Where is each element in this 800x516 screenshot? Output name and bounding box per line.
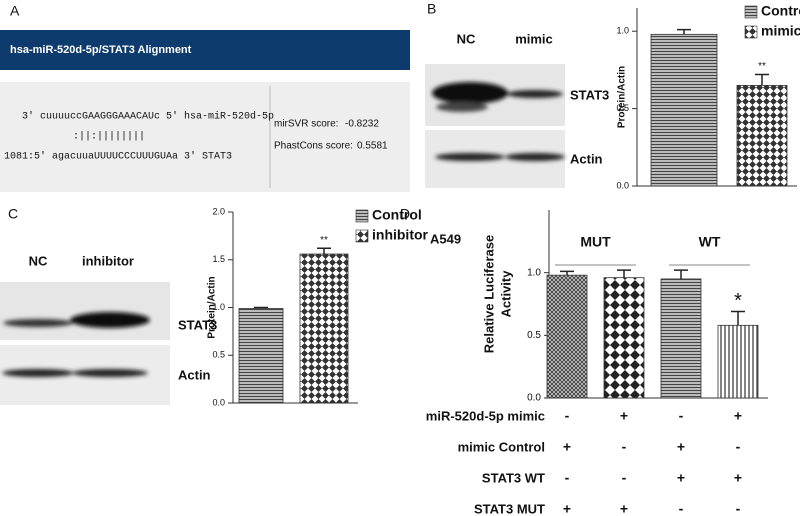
score-value: -0.8232 — [345, 119, 379, 130]
condition-cell: + — [563, 439, 571, 455]
error-bar — [755, 73, 769, 86]
legend-swatch — [744, 5, 758, 19]
error-bar — [617, 269, 631, 278]
lane-label: inhibitor — [82, 253, 134, 268]
group-label: MUT — [580, 234, 611, 250]
error-bar — [560, 270, 574, 276]
significance: ** — [758, 61, 766, 72]
bar — [717, 324, 759, 399]
alignment-line: 3' cuuuuccGAAGGGAAACAUc 5' hsa-miR-520d-… — [22, 111, 274, 123]
y-tick-label: 0.0 — [212, 397, 225, 407]
error-bar — [674, 269, 688, 279]
blot-bands — [2, 312, 150, 377]
score-value: 0.5581 — [357, 141, 388, 152]
lane-label: NC — [29, 253, 48, 268]
condition-cell: - — [565, 470, 570, 486]
bar — [736, 84, 788, 187]
legend-swatch — [355, 209, 369, 223]
significance: ** — [320, 235, 328, 246]
alignment-title: hsa-miR-520d-5p/STAT3 Alignment — [10, 44, 192, 56]
condition-cell: - — [622, 439, 627, 455]
bar — [546, 274, 588, 399]
legend-swatch — [744, 25, 758, 39]
y-axis-label: Protein/Actin — [207, 276, 218, 338]
cell-line: A549 — [430, 231, 461, 246]
score-label: PhastCons score: — [274, 141, 353, 152]
blot-bands — [432, 82, 565, 161]
y-tick-label: 1.5 — [212, 254, 225, 264]
alignment-header — [0, 30, 410, 70]
condition-cell: + — [677, 439, 685, 455]
legend-label: mimic — [761, 23, 800, 39]
alignment-box — [0, 82, 410, 192]
condition-cell: + — [620, 501, 628, 516]
y-tick-label: 0.5 — [527, 330, 541, 341]
alignment-line: 1081:5' agacuuaUUUUCCCUUUGUAa 3' STAT3 — [4, 151, 232, 163]
bar — [603, 277, 645, 399]
condition-cell: - — [622, 470, 627, 486]
legend-swatch — [355, 229, 369, 243]
condition-cell: + — [620, 408, 628, 424]
y-tick-label: 0.5 — [212, 350, 225, 360]
error-bar — [677, 28, 691, 35]
error-bar — [254, 306, 268, 309]
error-bar — [731, 310, 745, 326]
legend-label: inhibitor — [372, 227, 429, 243]
y-tick-label: 0.0 — [616, 180, 629, 190]
bar — [650, 33, 718, 187]
lane-label: mimic — [515, 31, 553, 46]
y-axis-label: Activity — [498, 270, 513, 318]
y-tick-label: 1.0 — [212, 302, 225, 312]
significance: * — [734, 290, 742, 312]
blot-image — [0, 282, 170, 340]
alignment-line: :||:|||||||| — [73, 131, 145, 143]
bar — [660, 278, 702, 399]
bar — [299, 253, 349, 404]
condition-label: miR-520d-5p mimic — [426, 408, 545, 423]
condition-cell: + — [563, 501, 571, 516]
y-tick-label: 1.0 — [527, 267, 541, 278]
row-label: STAT3 — [178, 317, 217, 332]
y-tick-label: 1.0 — [616, 26, 629, 36]
condition-cell: - — [736, 501, 741, 516]
lane-label: NC — [457, 31, 476, 46]
y-axis-label: Protein/Actin — [617, 66, 628, 128]
panel-label: C — [8, 206, 18, 222]
condition-cell: + — [734, 408, 742, 424]
group-label: WT — [699, 234, 721, 250]
panel-label: D — [400, 206, 410, 222]
condition-label: STAT3 WT — [482, 470, 545, 485]
condition-cell: + — [734, 470, 742, 486]
row-label: Actin — [178, 367, 211, 382]
error-bar — [317, 247, 331, 255]
y-tick-label: 2.0 — [212, 206, 225, 216]
bar — [238, 308, 284, 404]
legend-label: Control — [372, 207, 422, 223]
condition-cell: - — [679, 501, 684, 516]
y-tick-label: 0.5 — [616, 103, 629, 113]
condition-label: mimic Control — [458, 439, 545, 454]
condition-cell: - — [565, 408, 570, 424]
condition-cell: + — [677, 470, 685, 486]
legend-label: Control — [761, 3, 800, 19]
y-tick-label: 0.0 — [527, 393, 541, 404]
y-axis-label: Relative Luciferase — [481, 235, 496, 354]
condition-cell: - — [679, 408, 684, 424]
panel-label: B — [427, 1, 436, 17]
row-label: STAT3 — [570, 87, 609, 102]
condition-cell: - — [736, 439, 741, 455]
panel-label: A — [10, 3, 20, 19]
score-label: mirSVR score: — [274, 119, 338, 130]
row-label: Actin — [570, 151, 603, 166]
condition-label: STAT3 MUT — [474, 501, 545, 516]
